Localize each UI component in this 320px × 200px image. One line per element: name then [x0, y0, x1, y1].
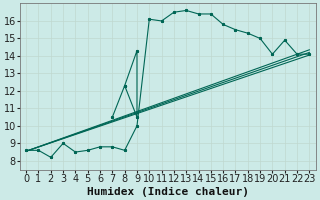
X-axis label: Humidex (Indice chaleur): Humidex (Indice chaleur) [87, 186, 249, 197]
